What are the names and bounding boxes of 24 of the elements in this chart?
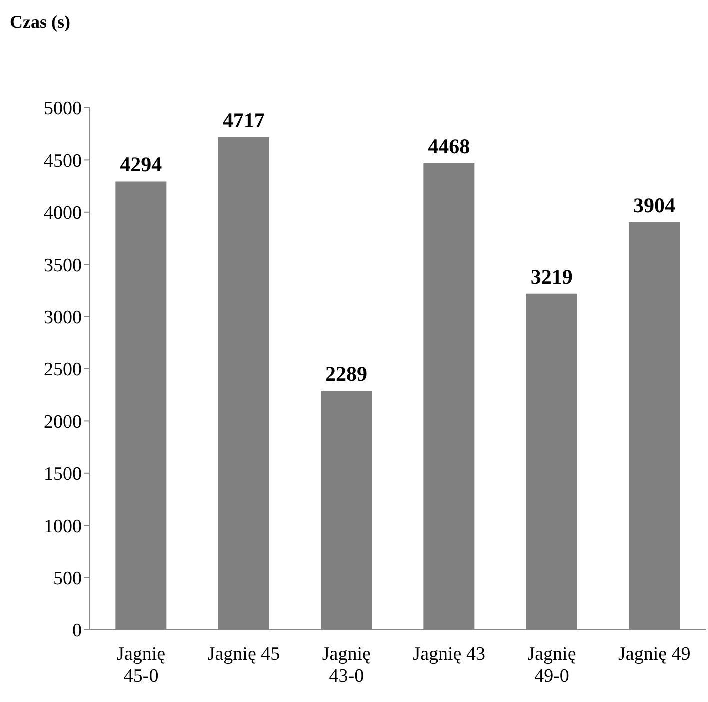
data-label: 3904 xyxy=(634,193,676,218)
x-tick-label: Jagnię 43 xyxy=(413,644,486,665)
data-label: 4294 xyxy=(120,152,163,177)
x-tick-label: Jagnię 49 xyxy=(618,644,691,665)
data-label: 4717 xyxy=(222,108,265,133)
x-tick-label: Jagnię 45-0 xyxy=(117,644,166,687)
data-label: 2289 xyxy=(326,362,368,386)
y-tick-label: 3000 xyxy=(44,308,82,329)
x-tick-label: Jagnię 49-0 xyxy=(528,644,576,687)
chart-title: Czas (s) xyxy=(10,12,70,33)
data-label: 4468 xyxy=(428,134,470,159)
y-tick-label: 1000 xyxy=(44,516,82,538)
y-tick-label: 3500 xyxy=(44,255,82,276)
y-tick-label: 5000 xyxy=(44,98,82,120)
y-tick-label: 2500 xyxy=(44,360,82,381)
x-tick-label: Jagnię 43-0 xyxy=(322,644,371,687)
y-tick-label: 1500 xyxy=(44,464,82,486)
y-tick-label: 500 xyxy=(54,568,82,590)
data-label: 3219 xyxy=(530,264,573,289)
x-tick-label: Jagnię 45 xyxy=(208,644,280,665)
y-tick-label: 4500 xyxy=(44,150,82,172)
y-tick-label: 4000 xyxy=(44,203,82,224)
y-tick-label: 0 xyxy=(72,620,82,642)
y-tick-label: 2000 xyxy=(44,412,82,433)
